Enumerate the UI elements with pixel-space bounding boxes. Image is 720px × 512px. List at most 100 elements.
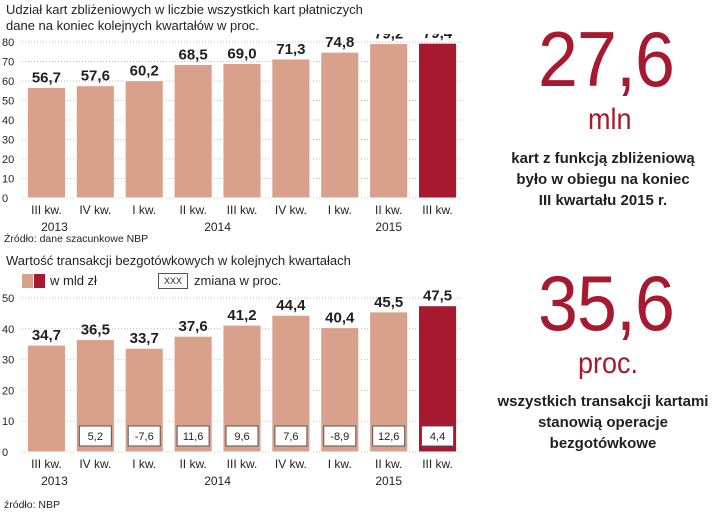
chart1-value-label: 71,3 bbox=[276, 41, 305, 58]
chart2-ytick-label: 40 bbox=[2, 324, 14, 336]
chart2-value-label: 47,5 bbox=[423, 290, 452, 305]
chart2-plot: 0 10 20 30 40 50 34,7 III kw. 36,5 IV kw. 5,2 33,7 I… bbox=[2, 290, 462, 488]
chart2-year-label: 2015 bbox=[375, 474, 402, 488]
chart2-change-box bbox=[274, 425, 308, 447]
chart2-category-label: III kw. bbox=[31, 457, 62, 471]
chart1-title: Udział kart zbliżeniowych w liczbie wszy… bbox=[6, 2, 363, 17]
chart1-category-label: III kw. bbox=[422, 203, 453, 217]
chart1-bar bbox=[320, 51, 360, 199]
chart2-title: Wartość transakcji bezgotówkowych w kole… bbox=[6, 253, 351, 268]
chart2-ytick-label: 30 bbox=[2, 355, 14, 367]
chart1-bar bbox=[417, 42, 458, 199]
chart2-change-label: 4,4 bbox=[430, 431, 445, 443]
chart2-value-label: 45,5 bbox=[374, 294, 403, 311]
chart2-category-label: I kw. bbox=[132, 457, 156, 471]
chart2-bar bbox=[26, 344, 67, 453]
chart2-change-label: -7,6 bbox=[135, 431, 154, 443]
chart2-change-box bbox=[176, 425, 210, 447]
chart2-source: źródło: NBP bbox=[4, 499, 61, 511]
legend-box-sample: XXX bbox=[158, 273, 188, 289]
fact2-text-3: bezgotówkowe bbox=[549, 435, 657, 452]
chart1-ytick-label: 60 bbox=[2, 76, 14, 88]
chart1-value-label: 68,5 bbox=[179, 46, 208, 63]
chart1-category-label: IV kw. bbox=[275, 203, 307, 217]
fact1-text-2: było w obiegu na koniec bbox=[516, 171, 690, 188]
chart1-bar bbox=[26, 86, 67, 199]
fact2-value: 35,6 bbox=[538, 259, 675, 347]
chart2-change-box bbox=[323, 425, 357, 447]
chart2-ytick-label: 10 bbox=[2, 416, 14, 428]
chart2-category-label: II kw. bbox=[179, 457, 206, 471]
chart1-category-label: III kw. bbox=[31, 203, 62, 217]
chart1-plot: 0 10 20 30 40 50 60 70 80 56,7 III kw. 57,6 IV kw. 60… bbox=[2, 34, 462, 234]
chart2-category-label: III kw. bbox=[422, 457, 453, 471]
chart2-value-label: 34,7 bbox=[32, 327, 61, 344]
chart1-category-label: II kw. bbox=[179, 203, 206, 217]
legend-bars-label: w mld zł bbox=[50, 273, 97, 288]
chart2-value-label: 40,4 bbox=[325, 310, 355, 327]
chart1-value-label: 79,2 bbox=[374, 34, 403, 43]
chart1-subtitle: dane na koniec kolejnych kwartałów w pro… bbox=[6, 18, 259, 33]
fact2-text-1: wszystkich transakcji kartami bbox=[497, 393, 709, 410]
chart1-ytick-label: 30 bbox=[2, 135, 14, 147]
chart1-ytick-label: 80 bbox=[2, 37, 14, 49]
chart2-year-label: 2014 bbox=[204, 474, 231, 488]
chart1-year-label: 2015 bbox=[375, 220, 402, 234]
chart1-value-label: 69,0 bbox=[227, 45, 256, 62]
chart1-category-label: I kw. bbox=[132, 203, 156, 217]
chart1-ytick-label: 20 bbox=[2, 154, 14, 166]
chart2-value-label: 36,5 bbox=[81, 322, 110, 339]
chart2-value-label: 41,2 bbox=[227, 307, 256, 324]
chart2-change-box bbox=[421, 425, 455, 447]
chart2-value-label: 44,4 bbox=[276, 297, 306, 314]
chart1-bar bbox=[173, 63, 213, 199]
chart1-bar bbox=[124, 80, 164, 199]
chart1-category-label: II kw. bbox=[375, 203, 402, 217]
chart1-value-label: 57,6 bbox=[81, 68, 110, 85]
chart1-year-label: 2013 bbox=[41, 220, 68, 234]
chart2-category-label: IV kw. bbox=[275, 457, 307, 471]
chart1-value-label: 79,4 bbox=[423, 34, 453, 42]
fact1-unit: mln bbox=[588, 103, 632, 136]
chart1-ytick-label: 70 bbox=[2, 57, 14, 69]
chart1-value-label: 56,7 bbox=[32, 69, 61, 86]
chart2-ytick-label: 50 bbox=[2, 293, 14, 305]
chart2-change-label: 5,2 bbox=[88, 431, 103, 443]
chart1-ytick-label: 0 bbox=[2, 193, 8, 205]
chart2-change-label: 7,6 bbox=[283, 431, 298, 443]
fact2-unit: proc. bbox=[578, 347, 639, 380]
legend-swatch-bar bbox=[22, 274, 33, 288]
legend-box-label: zmiana w proc. bbox=[194, 273, 282, 288]
chart2-change-box bbox=[372, 425, 406, 447]
chart2-change-box bbox=[225, 425, 259, 447]
chart1-ytick-label: 40 bbox=[2, 115, 14, 127]
chart2-change-box bbox=[127, 425, 161, 447]
fact1-text-1: kart z funkcją zbliżeniową bbox=[511, 150, 695, 167]
fact1-text-3: III kwartału 2015 r. bbox=[538, 192, 668, 209]
chart1-ytick-label: 50 bbox=[2, 96, 14, 108]
chart1-source: Źródło: dane szacunkowe NBP bbox=[4, 233, 149, 245]
chart2-change-label: 9,6 bbox=[234, 431, 249, 443]
legend-swatch-highlight bbox=[34, 274, 45, 288]
chart1-category-label: I kw. bbox=[328, 203, 352, 217]
chart2-category-label: IV kw. bbox=[79, 457, 111, 471]
chart1-category-label: IV kw. bbox=[79, 203, 111, 217]
chart2-ytick-label: 0 bbox=[2, 447, 8, 459]
fact2-text-2: stanowią operacje bbox=[537, 414, 669, 431]
chart2-category-label: II kw. bbox=[375, 457, 402, 471]
fact1-value: 27,6 bbox=[538, 15, 675, 103]
chart1-value-label: 60,2 bbox=[130, 63, 159, 80]
chart1-category-label: III kw. bbox=[227, 203, 258, 217]
chart1-year-label: 2014 bbox=[204, 220, 231, 234]
chart2-value-label: 33,7 bbox=[130, 330, 159, 347]
chart1-ytick-label: 10 bbox=[2, 174, 14, 186]
chart2-category-label: III kw. bbox=[227, 457, 258, 471]
chart1-bar bbox=[222, 62, 262, 199]
chart1-bar bbox=[75, 85, 115, 199]
chart1-bar bbox=[271, 58, 311, 199]
chart2-change-label: 11,6 bbox=[183, 431, 204, 443]
chart1-value-label: 74,8 bbox=[325, 34, 354, 51]
chart2-category-label: I kw. bbox=[328, 457, 352, 471]
chart2-change-label: 12,6 bbox=[378, 431, 399, 443]
chart2-ytick-label: 20 bbox=[2, 385, 14, 397]
